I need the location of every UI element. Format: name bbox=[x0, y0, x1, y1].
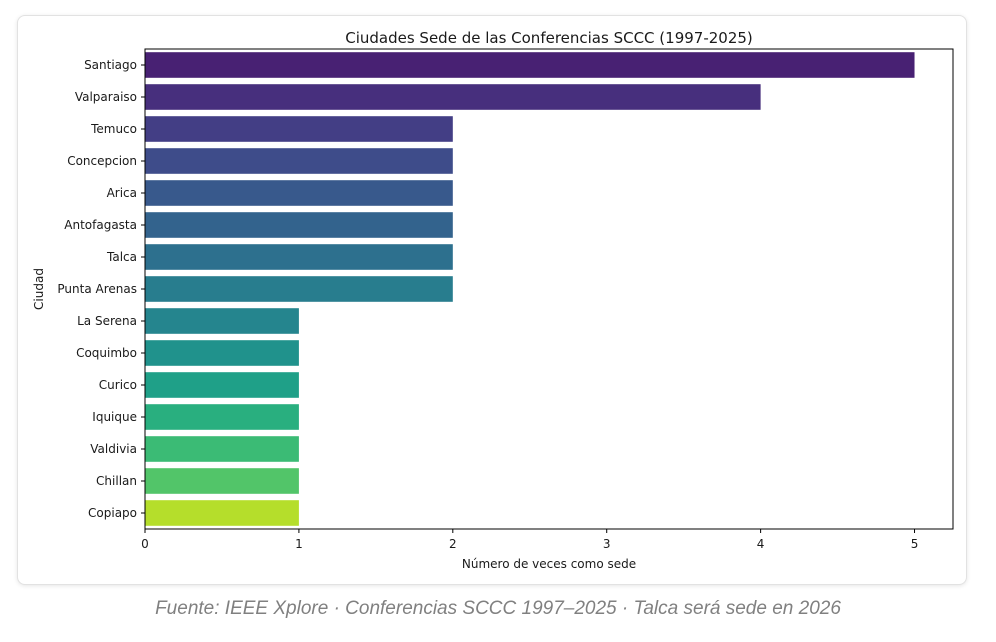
bar-coquimbo bbox=[145, 340, 299, 366]
bars-layer bbox=[145, 52, 915, 526]
y-tick-label-antofagasta: Antofagasta bbox=[64, 218, 137, 232]
bar-valdivia bbox=[145, 436, 299, 462]
x-tick-label-3: 3 bbox=[603, 537, 611, 551]
plot-frame bbox=[144, 48, 954, 530]
bar-santiago bbox=[145, 52, 915, 78]
y-tick-label-copiapo: Copiapo bbox=[88, 506, 137, 520]
bar-curico bbox=[145, 372, 299, 398]
y-tick-labels: Santiago Valparaiso Temuco Concepcion Arica A… bbox=[57, 58, 145, 520]
bar-chillan bbox=[145, 468, 299, 494]
bar-valparaiso bbox=[145, 84, 761, 110]
y-tick-label-talca: Talca bbox=[106, 250, 137, 264]
x-axis-label: Número de veces como sede bbox=[462, 557, 636, 571]
x-tick-label-5: 5 bbox=[911, 537, 919, 551]
y-tick-label-temuco: Temuco bbox=[90, 122, 137, 136]
x-tick-label-2: 2 bbox=[449, 537, 457, 551]
y-tick-label-santiago: Santiago bbox=[84, 58, 137, 72]
y-tick-label-valdivia: Valdivia bbox=[90, 442, 137, 456]
y-tick-label-la-serena: La Serena bbox=[77, 314, 137, 328]
y-tick-label-punta-arenas: Punta Arenas bbox=[57, 282, 137, 296]
bar-iquique bbox=[145, 404, 299, 430]
y-tick-label-coquimbo: Coquimbo bbox=[76, 346, 137, 360]
y-tick-label-arica: Arica bbox=[107, 186, 137, 200]
y-tick-label-valparaiso: Valparaiso bbox=[75, 90, 137, 104]
bar-talca bbox=[145, 244, 453, 270]
bar-antofagasta bbox=[145, 212, 453, 238]
y-tick-label-chillan: Chillan bbox=[96, 474, 137, 488]
bar-concepcion bbox=[145, 148, 453, 174]
bar-arica bbox=[145, 180, 453, 206]
y-axis-label: Ciudad bbox=[32, 268, 46, 310]
chart-card: Ciudades Sede de las Conferencias SCCC (… bbox=[17, 15, 967, 585]
x-tick-label-0: 0 bbox=[141, 537, 149, 551]
bar-chart: Ciudades Sede de las Conferencias SCCC (… bbox=[32, 29, 954, 571]
bar-copiapo bbox=[145, 500, 299, 526]
chart-title: Ciudades Sede de las Conferencias SCCC (… bbox=[345, 29, 753, 47]
x-tick-label-1: 1 bbox=[295, 537, 303, 551]
bar-la-serena bbox=[145, 308, 299, 334]
bar-temuco bbox=[145, 116, 453, 142]
x-tick-label-4: 4 bbox=[757, 537, 765, 551]
x-ticks: 0 1 2 3 4 5 bbox=[141, 529, 918, 551]
bar-punta-arenas bbox=[145, 276, 453, 302]
y-tick-label-curico: Curico bbox=[99, 378, 137, 392]
y-tick-label-concepcion: Concepcion bbox=[67, 154, 137, 168]
y-tick-label-iquique: Iquique bbox=[92, 410, 137, 424]
source-caption: Fuente: IEEE Xplore · Conferencias SCCC … bbox=[155, 598, 841, 619]
